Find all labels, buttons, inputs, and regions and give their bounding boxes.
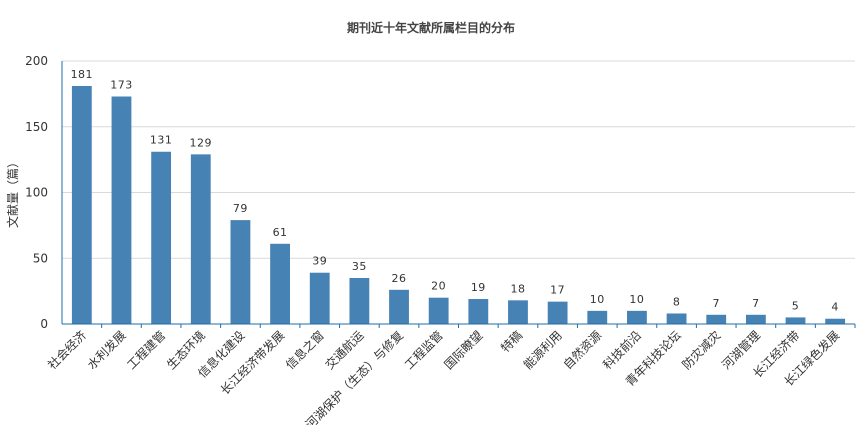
bar[interactable]: [389, 289, 409, 324]
grid-lines: [62, 60, 855, 259]
bar[interactable]: [745, 314, 766, 324]
y-axis-label: 文献量（篇）: [5, 156, 20, 228]
data-label: 61: [273, 226, 288, 239]
bar[interactable]: [666, 313, 687, 324]
data-label: 7: [712, 297, 720, 310]
axes: 050100150200社会经济水利发展工程建管生态环境信息化建设长江经济带发展…: [25, 54, 856, 429]
data-label: 17: [550, 284, 565, 297]
bar[interactable]: [706, 314, 727, 324]
bars: [71, 85, 846, 324]
x-tick-label: 特稿: [498, 328, 526, 356]
bar[interactable]: [230, 220, 251, 324]
x-tick-label: 工程监管: [401, 328, 446, 373]
x-tick-label: 自然资源: [560, 328, 605, 373]
x-tick-label: 防灾减灾: [679, 328, 724, 373]
bar[interactable]: [468, 299, 489, 324]
data-label: 18: [510, 282, 525, 295]
x-tick-label: 社会经济: [44, 328, 89, 373]
bar[interactable]: [825, 318, 846, 324]
x-tick-label: 信息之窗: [282, 328, 327, 373]
bar[interactable]: [587, 310, 608, 324]
data-label: 26: [392, 272, 407, 285]
bar[interactable]: [428, 297, 449, 324]
y-tick-label: 0: [40, 317, 48, 331]
data-label: 35: [352, 260, 367, 273]
bar[interactable]: [190, 154, 211, 324]
bar[interactable]: [508, 300, 528, 324]
data-label: 181: [71, 68, 94, 81]
bar[interactable]: [785, 317, 806, 324]
y-tick-label: 200: [25, 54, 48, 68]
data-label: 10: [629, 293, 644, 306]
y-tick-label: 100: [25, 186, 48, 200]
data-label: 4: [831, 301, 839, 314]
data-label: 8: [673, 295, 681, 308]
data-label: 19: [471, 281, 486, 294]
bar[interactable]: [349, 277, 370, 324]
data-label: 131: [150, 134, 173, 147]
data-label: 173: [110, 79, 133, 92]
bar[interactable]: [151, 151, 172, 324]
y-tick-label: 150: [25, 120, 48, 134]
bar[interactable]: [71, 85, 92, 324]
data-label: 129: [190, 136, 213, 149]
bar[interactable]: [309, 272, 330, 324]
data-labels: 181 173 131 129 79 61 39 35 26 20 19 18 17 10 10 8 7 7 5 4: [71, 68, 839, 314]
bar[interactable]: [270, 243, 290, 324]
data-label: 10: [590, 293, 605, 306]
data-label: 5: [792, 299, 800, 312]
x-tick-label: 国际瞭望: [442, 328, 486, 372]
bar[interactable]: [547, 301, 568, 324]
bar[interactable]: [111, 96, 132, 324]
data-label: 7: [752, 297, 760, 310]
y-tick-label: 50: [33, 251, 48, 265]
x-tick-label: 能源利用: [521, 328, 565, 372]
x-tick-label: 工程建管: [124, 328, 169, 373]
bar[interactable]: [627, 310, 647, 324]
data-label: 79: [233, 202, 248, 215]
x-tick-label: 水利发展: [84, 328, 129, 373]
chart-title: 期刊近十年文献所属栏目的分布: [347, 20, 515, 35]
data-label: 20: [431, 280, 446, 293]
data-label: 39: [312, 255, 327, 268]
